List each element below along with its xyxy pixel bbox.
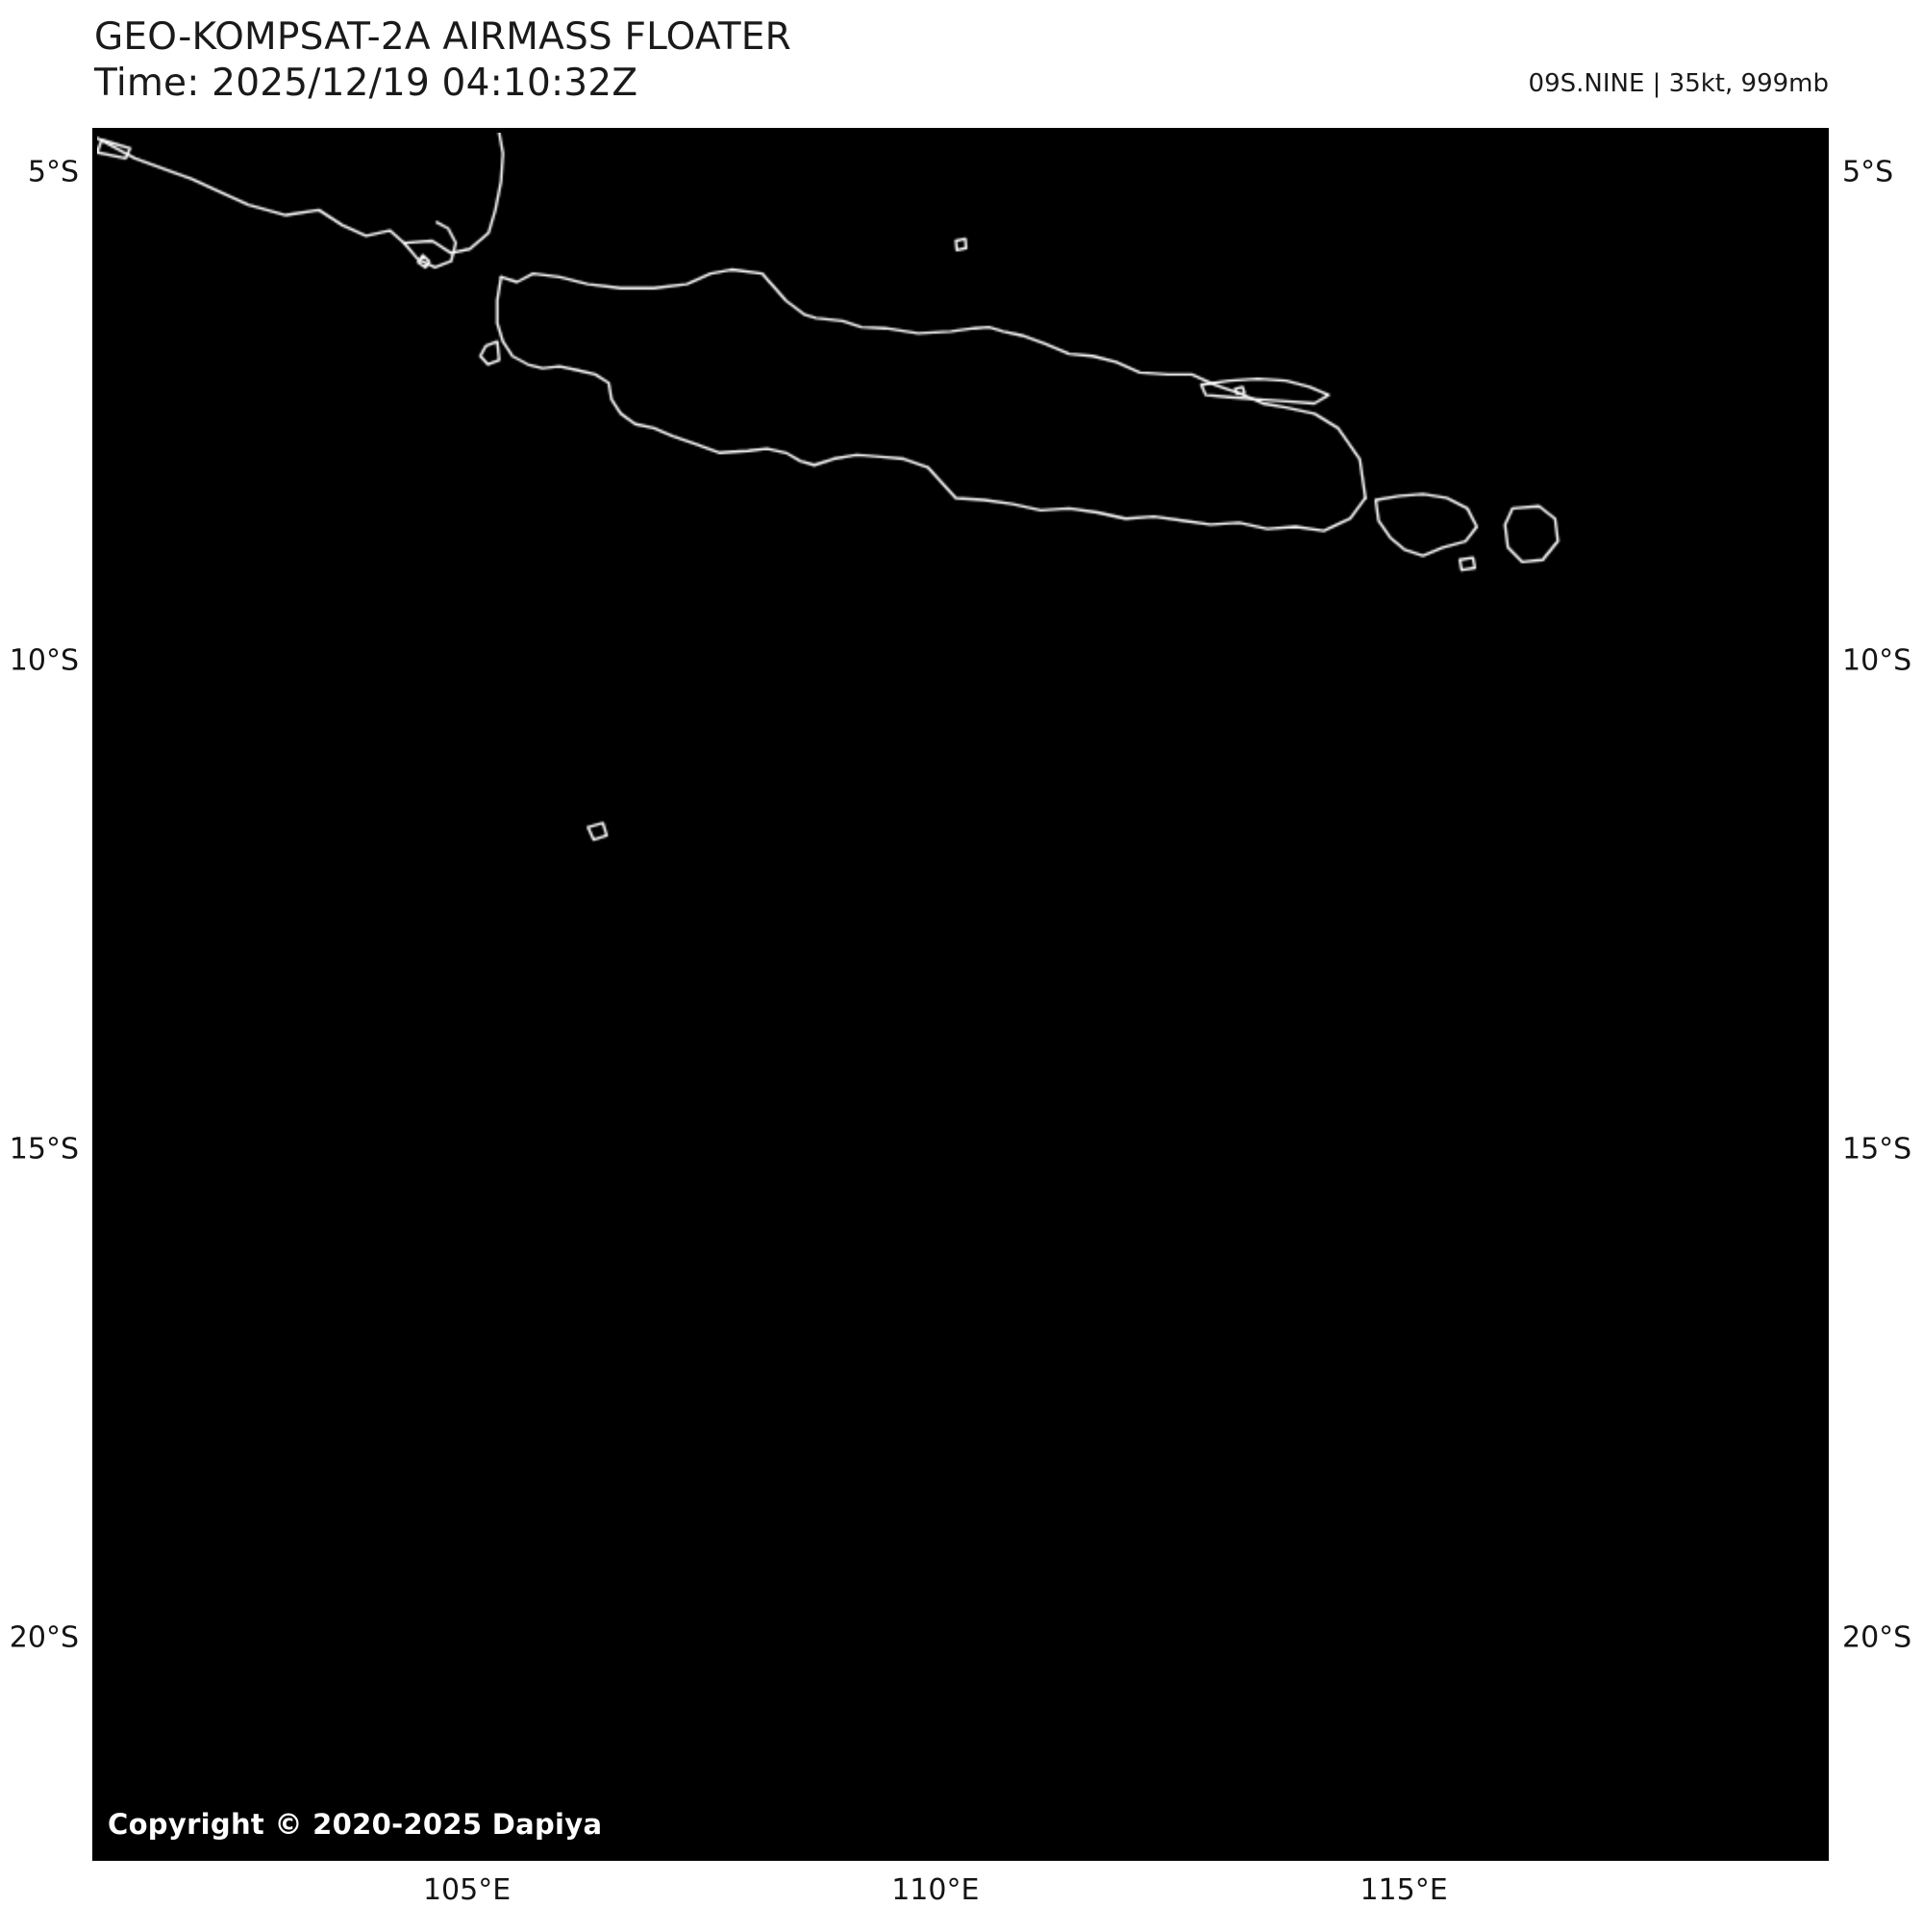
lon-tick-1: 110°E bbox=[891, 1873, 980, 1907]
lat-tick-right-0: 5°S bbox=[1842, 155, 1894, 189]
timestamp-label: Time: 2025/12/19 04:10:32Z bbox=[94, 62, 638, 105]
lat-tick-left-0: 5°S bbox=[27, 155, 79, 189]
lat-tick-left-2: 15°S bbox=[9, 1132, 79, 1167]
copyright-watermark: Copyright © 2020-2025 Dapiya bbox=[92, 1801, 618, 1849]
satellite-image-plot[interactable] bbox=[92, 128, 1829, 1861]
airmass-rgb-imagery bbox=[97, 133, 1824, 1856]
lon-tick-2: 115°E bbox=[1360, 1873, 1448, 1907]
lat-tick-right-3: 20°S bbox=[1842, 1620, 1912, 1655]
lat-tick-left-3: 20°S bbox=[9, 1620, 79, 1655]
page-title: GEO-KOMPSAT-2A AIRMASS FLOATER bbox=[94, 15, 791, 59]
lat-tick-left-1: 10°S bbox=[9, 643, 79, 678]
lon-tick-0: 105°E bbox=[422, 1873, 512, 1907]
storm-info-label: 09S.NINE | 35kt, 999mb bbox=[1528, 69, 1829, 98]
header: GEO-KOMPSAT-2A AIRMASS FLOATER Time: 202… bbox=[0, 0, 1923, 128]
lat-tick-right-1: 10°S bbox=[1842, 643, 1912, 678]
lat-tick-right-2: 15°S bbox=[1842, 1132, 1912, 1167]
